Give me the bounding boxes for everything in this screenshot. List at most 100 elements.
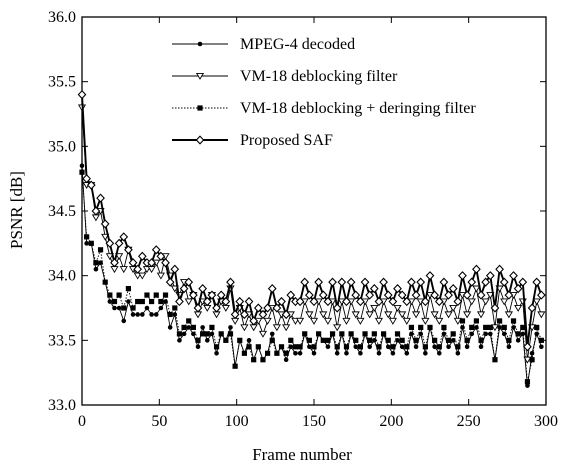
- data-point: [130, 305, 136, 311]
- data-point: [353, 337, 359, 343]
- data-point: [161, 258, 170, 268]
- data-point: [515, 338, 521, 343]
- data-point: [200, 331, 206, 337]
- data-point: [246, 338, 252, 343]
- data-point: [153, 312, 159, 317]
- data-point: [449, 304, 458, 312]
- data-point: [397, 290, 407, 300]
- data-point: [138, 272, 147, 280]
- legend-label: Proposed SAF: [240, 132, 333, 149]
- data-point: [253, 303, 263, 313]
- data-point: [453, 296, 463, 307]
- data-point: [478, 344, 484, 350]
- data-point: [453, 317, 462, 325]
- data-point: [385, 337, 391, 343]
- x-axis-label: Frame number: [252, 445, 352, 464]
- data-point: [356, 296, 365, 307]
- legend-marker: [197, 105, 203, 111]
- data-point: [464, 337, 470, 343]
- data-point: [483, 331, 488, 337]
- data-point: [309, 317, 319, 325]
- data-point: [467, 298, 476, 306]
- data-point: [342, 296, 351, 307]
- data-point: [269, 331, 275, 337]
- data-point: [358, 350, 363, 356]
- data-point: [376, 350, 382, 356]
- data-point: [241, 350, 247, 356]
- data-point: [353, 344, 359, 350]
- data-point: [399, 344, 405, 350]
- data-point: [520, 331, 526, 337]
- data-point: [421, 296, 430, 307]
- data-point: [320, 337, 326, 343]
- data-point: [421, 317, 430, 325]
- data-point: [411, 290, 421, 300]
- data-point: [267, 284, 277, 294]
- data-point: [444, 311, 453, 319]
- data-point: [91, 206, 101, 216]
- data-point: [167, 325, 173, 330]
- data-point: [333, 324, 342, 332]
- data-point: [473, 318, 479, 324]
- data-point: [411, 311, 421, 319]
- data-point: [100, 219, 110, 229]
- data-point: [515, 331, 521, 337]
- data-point: [478, 337, 484, 343]
- legend-entry: MPEG-4 decoded: [172, 36, 355, 53]
- data-point: [323, 296, 333, 307]
- data-point: [306, 337, 312, 343]
- data-point: [198, 284, 207, 294]
- data-point: [300, 277, 310, 287]
- data-point: [255, 344, 261, 350]
- data-point: [263, 317, 272, 325]
- data-point: [121, 305, 127, 311]
- data-point: [472, 285, 481, 293]
- y-tick-label: 35.0: [48, 138, 76, 155]
- data-point: [195, 344, 201, 350]
- data-point: [384, 311, 393, 319]
- tick-layer: 0 50 100 150 200 250 300 33.0 33.5 34.0 34.5 35.0 35…: [48, 9, 558, 430]
- legend-entry: Proposed SAF: [172, 132, 333, 149]
- data-point: [112, 305, 117, 311]
- data-point: [342, 317, 351, 325]
- legend-label: VM-18 deblocking + deringing filter: [240, 100, 476, 117]
- data-point: [311, 350, 317, 356]
- data-point: [422, 344, 428, 350]
- data-point: [325, 344, 331, 350]
- data-point: [501, 324, 507, 330]
- legend-marker: [195, 135, 205, 145]
- data-point: [318, 290, 328, 300]
- data-point: [462, 290, 472, 300]
- data-point: [249, 316, 259, 326]
- data-point: [193, 303, 203, 313]
- data-point: [388, 296, 398, 307]
- data-point: [432, 337, 438, 343]
- x-tick-label: 0: [78, 413, 86, 430]
- data-point: [425, 271, 435, 281]
- x-tick-label: 100: [225, 413, 249, 430]
- data-point: [381, 331, 387, 337]
- data-point: [319, 311, 328, 319]
- data-point: [181, 331, 187, 337]
- data-point: [297, 350, 303, 356]
- data-point: [292, 344, 299, 350]
- data-point: [407, 277, 416, 287]
- data-point: [523, 342, 532, 352]
- data-point: [495, 264, 504, 274]
- data-point: [374, 317, 384, 325]
- data-point: [232, 363, 238, 369]
- data-point: [532, 298, 541, 306]
- data-point: [77, 90, 87, 100]
- x-tick-label: 200: [379, 413, 403, 430]
- data-point: [525, 383, 530, 388]
- data-point: [200, 325, 205, 330]
- data-point: [402, 317, 411, 325]
- y-tick-label: 33.0: [48, 397, 76, 414]
- data-point: [286, 290, 296, 300]
- data-point: [334, 344, 340, 350]
- data-point: [404, 344, 410, 350]
- data-point: [93, 266, 99, 272]
- data-point: [486, 292, 495, 299]
- data-point: [84, 234, 90, 240]
- data-point: [413, 344, 419, 350]
